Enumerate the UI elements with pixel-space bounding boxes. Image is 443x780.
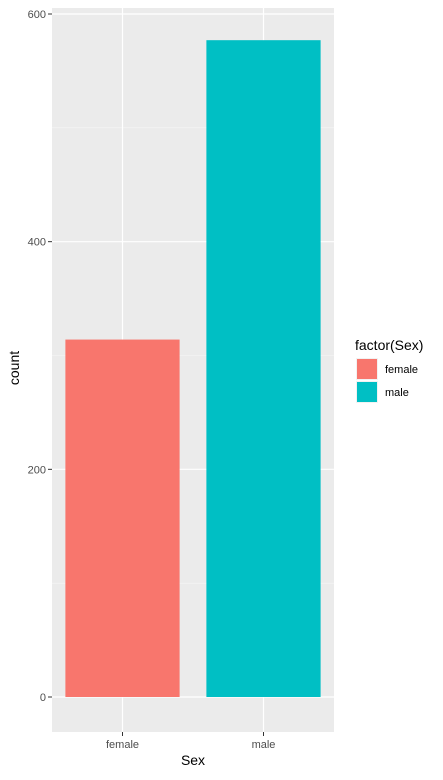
bars bbox=[65, 40, 321, 698]
y-axis: 0 200 400 600 bbox=[28, 9, 52, 704]
legend-swatch-female bbox=[357, 359, 377, 379]
legend: factor(Sex) female male bbox=[355, 337, 423, 403]
x-tick-label: female bbox=[106, 739, 139, 751]
bar-male bbox=[206, 40, 321, 698]
x-axis-title: Sex bbox=[181, 752, 205, 768]
y-tick-label: 0 bbox=[40, 692, 46, 704]
legend-swatch-male bbox=[357, 382, 377, 402]
y-tick-label: 200 bbox=[28, 464, 46, 476]
y-tick-label: 400 bbox=[28, 237, 46, 249]
x-axis: female male bbox=[106, 732, 275, 751]
y-axis-title: count bbox=[6, 351, 22, 385]
legend-items: female male bbox=[356, 358, 418, 403]
legend-label-male: male bbox=[385, 387, 409, 399]
x-tick-label: male bbox=[252, 739, 276, 751]
bar-female bbox=[65, 339, 180, 697]
legend-label-female: female bbox=[385, 364, 418, 376]
y-tick-label: 600 bbox=[28, 9, 46, 21]
legend-title: factor(Sex) bbox=[355, 337, 423, 353]
